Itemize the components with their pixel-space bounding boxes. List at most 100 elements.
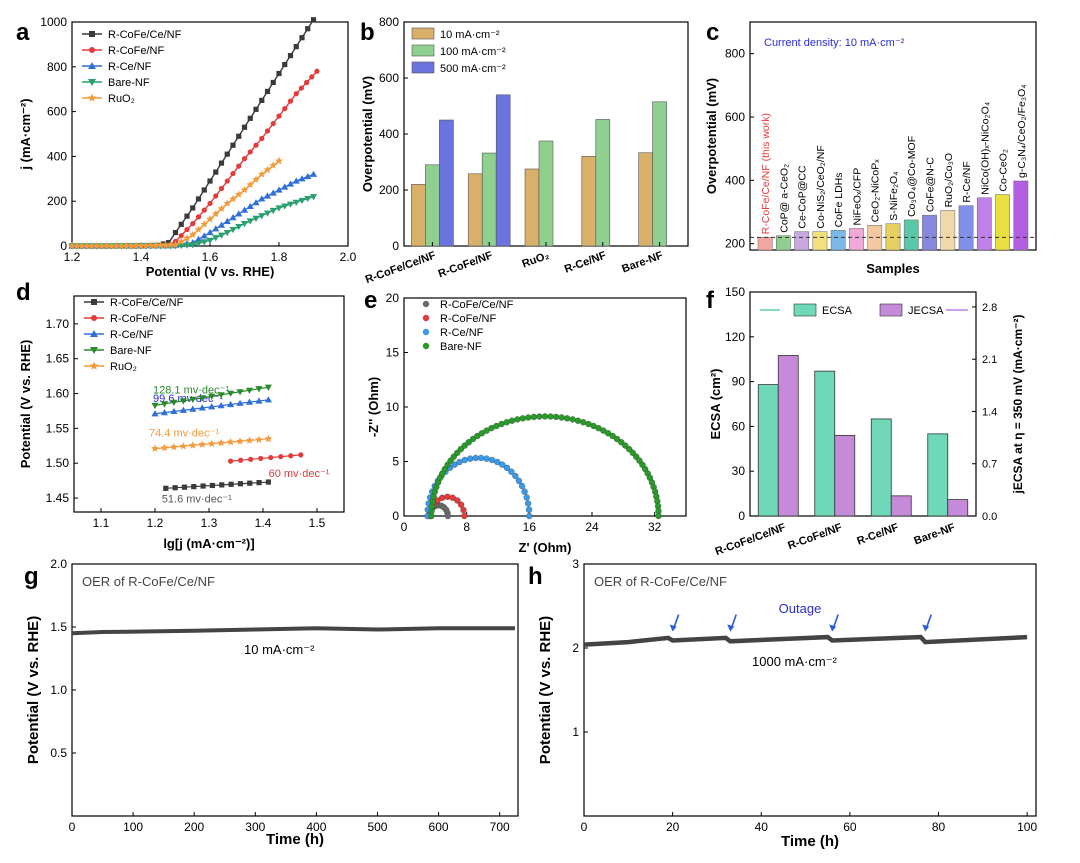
d-data-point (264, 384, 272, 391)
c-bar-label: NiFeOₓ/CFP (851, 168, 863, 226)
a-data-point (224, 151, 230, 157)
a-data-point (235, 210, 243, 217)
a-legend-marker (88, 79, 96, 86)
f-bar-ecsa (927, 433, 949, 517)
d-data-point (247, 480, 253, 486)
a-data-point (183, 234, 191, 242)
f-bar-jecsa (947, 499, 969, 517)
d-legend-marker (91, 299, 97, 305)
a-data-point (252, 199, 260, 206)
f-ytick-label: 60 (732, 419, 746, 433)
g-x-axis-label: Time (h) (266, 831, 324, 848)
a-data-point (68, 241, 76, 250)
d-data-point (188, 441, 197, 449)
a-data-point (259, 97, 265, 103)
d-ytick-label: 1.50 (46, 456, 70, 470)
d-tafel-slope-label: 74.4 mv·dec⁻¹ (149, 428, 219, 440)
a-data-point (184, 226, 190, 233)
e-data-point (451, 461, 458, 468)
a-data-point (310, 17, 317, 23)
h-xtick-label: 100 (1017, 820, 1037, 834)
a-data-point (201, 187, 207, 193)
b-ytick-label: 800 (379, 15, 399, 29)
d-data-point (198, 404, 206, 411)
d-data-point (189, 405, 197, 412)
e-data-point (558, 414, 565, 421)
a-data-point (213, 169, 219, 175)
a-data-point (286, 201, 295, 208)
b-bar (652, 101, 667, 247)
e-data-point (460, 506, 467, 514)
panel-c-comparison-chart: 200 400 600 800 Overpotential (mV) Current de… (704, 21, 1037, 276)
e-data-point (472, 454, 479, 462)
a-data-point (195, 196, 202, 202)
e-data-point (609, 432, 616, 440)
e-data-point (518, 482, 526, 490)
b-ytick-label: 400 (379, 127, 399, 141)
e-data-point (444, 493, 451, 500)
a-data-point (269, 207, 277, 215)
f-ytick-label: 90 (732, 375, 746, 389)
a-data-point (201, 207, 207, 213)
a-data-point (304, 79, 310, 86)
a-data-point (207, 178, 213, 184)
b-category-label: Bare-NF (620, 249, 665, 275)
b-legend-swatch (411, 27, 435, 40)
a-ytick-label: 200 (47, 194, 67, 208)
a-data-point (223, 229, 231, 237)
a-data-point (309, 194, 318, 201)
d-data-point (208, 393, 216, 400)
b-y-axis-label: Overpotential (mV) (360, 76, 375, 192)
a-data-point (97, 241, 106, 250)
a-data-point (240, 206, 249, 213)
panel-f-ecsa-chart: 0 30 60 90 120 150 0.0 0.7 1.4 2.1 2.8 ECSA (cm²) jE… (708, 285, 1025, 558)
d-data-point (298, 452, 304, 458)
d-data-point (160, 443, 169, 452)
e-data-point (515, 477, 523, 484)
d-legend-label: R-Ce/NF (110, 329, 154, 341)
a-data-point (218, 160, 225, 166)
c-ytick-label: 200 (725, 237, 745, 251)
d-data-point (208, 403, 216, 410)
panel-letter-b: b (360, 19, 375, 46)
d-data-point (245, 398, 254, 405)
b-bar (524, 168, 540, 247)
a-data-point (137, 241, 145, 250)
e-data-point (474, 432, 481, 440)
c-bar-label: Co-CeO₂ (998, 149, 1010, 192)
e-ytick-label: 20 (386, 291, 400, 305)
a-data-point (206, 228, 214, 236)
a-data-point (82, 241, 91, 250)
e-xtick-label: 8 (463, 520, 470, 534)
a-data-point (263, 210, 272, 217)
a-data-point (142, 241, 150, 249)
g-xtick-label: 200 (184, 820, 204, 834)
a-data-point (127, 241, 135, 250)
a-data-point (194, 235, 203, 242)
d-data-point (227, 400, 235, 408)
a-data-point (240, 221, 249, 228)
d-data-point (268, 454, 274, 461)
a-legend-label: Bare-NF (108, 77, 150, 89)
b-legend-swatch (411, 44, 435, 57)
e-data-point (461, 456, 468, 464)
h-xtick-label: 80 (932, 820, 946, 834)
e-legend-label: R-Ce/NF (440, 327, 484, 339)
h-series-line (583, 634, 1028, 647)
panel-letter-e: e (364, 287, 377, 314)
a-data-point (298, 197, 306, 205)
e-data-point (503, 464, 511, 472)
e-xtick-label: 24 (585, 520, 599, 534)
c-bar-label: NiCo(OH)ₓ-NiCo₂O₄ (979, 102, 991, 195)
a-data-point (293, 44, 299, 50)
f-plot-frame (749, 291, 977, 517)
d-ytick-label: 1.55 (46, 421, 70, 435)
d-data-point (198, 395, 206, 402)
c-bar-label: Co₃O₄@Co-MOF (906, 136, 918, 217)
a-data-point (177, 237, 186, 245)
f-category-label: Bare-NF (912, 521, 957, 547)
h-title: OER of R-CoFe/Ce/NF (594, 574, 727, 589)
a-data-point (270, 120, 276, 127)
d-data-point (217, 438, 225, 447)
